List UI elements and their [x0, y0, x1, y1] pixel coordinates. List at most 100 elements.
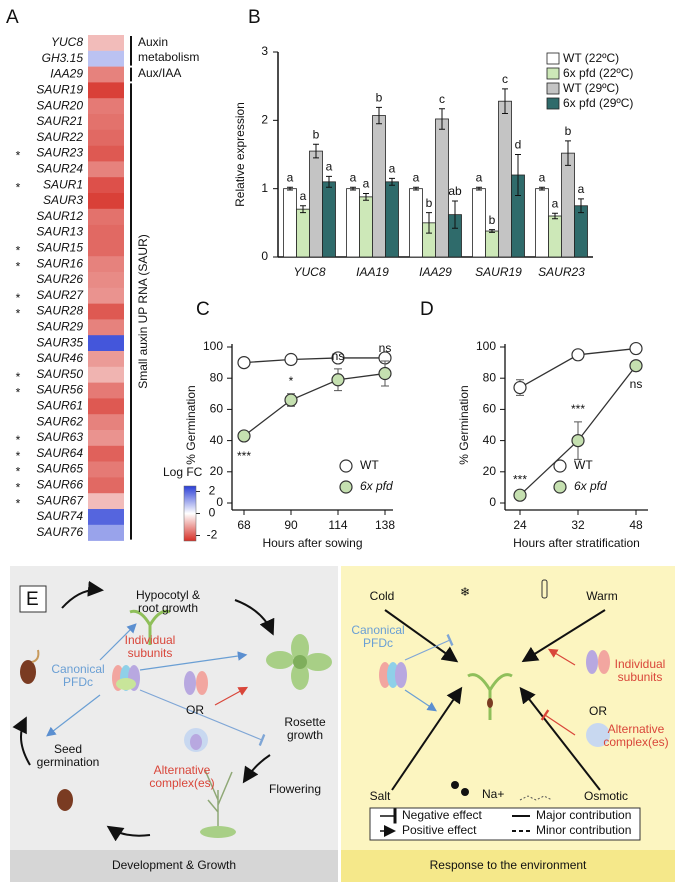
legend-marker [339, 480, 353, 494]
error-bar [287, 186, 293, 191]
label: Seed [54, 742, 82, 756]
error-bar [578, 198, 584, 214]
label: PFDc [63, 675, 93, 689]
label: Alternative [154, 763, 211, 777]
heatmap-cell [88, 145, 124, 162]
heatmap-cell [88, 193, 124, 210]
heatmap-cell [88, 461, 124, 478]
error-bar [452, 200, 458, 229]
bar [296, 208, 310, 258]
bar [385, 181, 399, 258]
significance-letter: c [439, 92, 445, 106]
footer-bg [10, 850, 338, 882]
heatmap-cell [88, 224, 124, 241]
thermometer-icon [541, 579, 548, 599]
rosette-icon [266, 634, 332, 690]
gene-label: IAA29 [50, 67, 83, 81]
heatmap-cell [88, 177, 124, 194]
osmotic-icon [519, 795, 553, 801]
bar [309, 150, 323, 258]
data-point [513, 488, 527, 502]
legend-marker [339, 459, 353, 473]
positive-arrow [547, 648, 576, 666]
significance-letter: a [363, 177, 370, 191]
gene-label: SAUR46 [36, 351, 83, 365]
significance-label: *** [237, 449, 251, 463]
heatmap-cell [88, 35, 124, 52]
cycle-arrow [61, 580, 104, 609]
label: Flowering [269, 782, 321, 796]
heatmap-cell [88, 335, 124, 352]
y-tick-label: 0 [489, 495, 496, 509]
bar [322, 181, 336, 258]
legend-label: WT (29ºC) [563, 81, 619, 95]
seed-icon [20, 660, 36, 684]
legend-label: WT [360, 458, 379, 472]
legend-label: WT (22ºC) [563, 51, 619, 65]
y-tick-label: 80 [483, 370, 497, 384]
panel-label: A [6, 7, 19, 28]
stress-arrow [384, 609, 459, 663]
y-tick-label: 3 [261, 44, 268, 58]
data-point [378, 366, 392, 381]
y-tick-label: 2 [261, 113, 268, 127]
positive-arrow [214, 686, 249, 706]
group-label: Aux/IAA [138, 66, 181, 80]
gene-label: GH3.15 [42, 51, 84, 65]
significance-letter: a [539, 170, 546, 184]
colorbar-tick-label: -2 [207, 528, 218, 542]
data-point [571, 348, 585, 362]
colorbar-title: Log FC [163, 465, 203, 479]
salt-icon [461, 788, 469, 796]
y-tick-label: 100 [476, 339, 496, 353]
x-tick-label: 32 [571, 518, 585, 532]
label: Warm [586, 589, 618, 603]
y-axis-title: Relative expression [233, 102, 247, 207]
heatmap-cell [88, 240, 124, 257]
significance-mark: * [16, 433, 21, 447]
legend-swatch [546, 67, 560, 80]
gene-label: SAUR64 [36, 446, 83, 460]
x-tick-label: 24 [513, 518, 527, 532]
error-bar [476, 186, 482, 191]
seed-icon [57, 789, 73, 811]
negative-arrow [404, 634, 454, 661]
footer-label: Development & Growth [112, 858, 236, 872]
footer-label: Response to the environment [430, 858, 587, 872]
gene-label: SAUR27 [36, 288, 84, 302]
heatmap-cell [88, 414, 124, 431]
legend-label: 6x pfd (29ºC) [563, 96, 633, 110]
significance-mark: * [16, 370, 21, 384]
label: Osmotic [584, 789, 628, 803]
error-bar [439, 108, 445, 130]
gene-label: SAUR67 [36, 493, 84, 507]
panel-label-box [19, 585, 47, 613]
gene-label: SAUR61 [36, 398, 83, 412]
data-point [629, 341, 643, 356]
significance-mark: * [16, 386, 21, 400]
error-bar [389, 177, 395, 186]
stress-arrow [519, 686, 601, 791]
line [243, 372, 386, 437]
gene-label: SAUR26 [36, 272, 83, 286]
legend-marker [553, 480, 567, 494]
significance-letter: c [502, 72, 508, 86]
label: Alternative [608, 722, 665, 736]
legend-label: Major contribution [536, 808, 631, 822]
legend-label: Positive effect [402, 823, 477, 837]
label: growth [287, 728, 323, 742]
x-axis-title: Hours after sowing [262, 536, 362, 550]
colorbar [183, 485, 197, 542]
bar [346, 188, 360, 258]
legend-label: 6x pfd (22ºC) [563, 66, 633, 80]
y-tick-label: 80 [210, 370, 224, 384]
significance-letter: a [350, 170, 357, 184]
cycle-arrow [234, 599, 275, 636]
label: germination [37, 755, 100, 769]
heatmap-cell [88, 493, 124, 510]
bar [535, 188, 549, 258]
positive-arrow [46, 694, 101, 737]
gene-label: SAUR16 [36, 256, 83, 270]
significance-letter: a [578, 182, 585, 196]
